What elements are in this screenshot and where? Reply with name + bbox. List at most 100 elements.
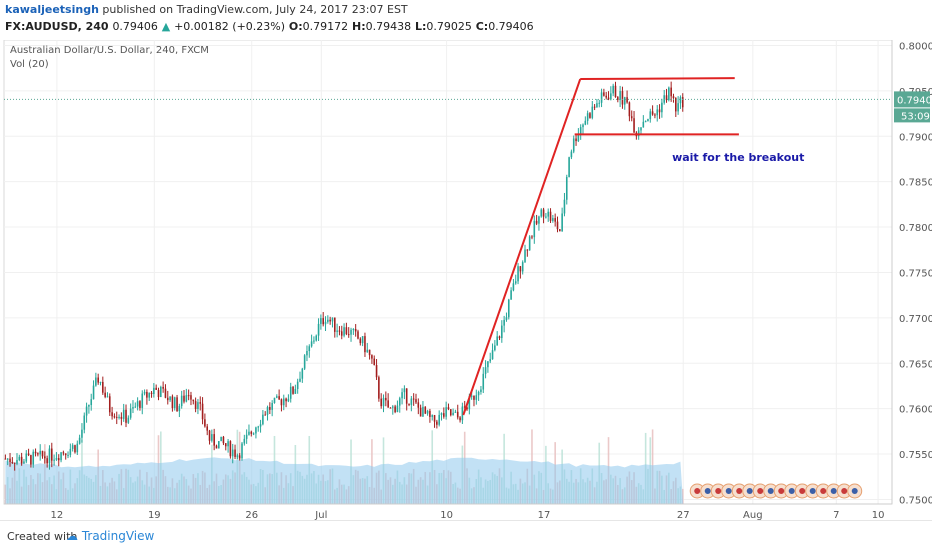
candle-body [294,388,297,394]
publish-line: kawaljeetsingh published on TradingView.… [5,3,408,16]
candle-body [204,419,206,427]
candle-body [333,317,336,332]
candle-body [313,340,315,342]
candle-body [507,299,510,318]
candle-body [647,119,649,122]
trendlines[interactable] [462,77,739,416]
candle-body [74,445,76,453]
candle-body [674,98,677,112]
candle-body [315,335,318,341]
candle-body [533,220,536,238]
candle-body [310,341,313,347]
candle-body [115,416,118,418]
price-chart[interactable]: Australian Dollar/U.S. Dollar, 240, FXCM… [0,40,932,520]
candle-body [577,133,580,142]
candle-body [644,121,647,123]
candle-body [331,317,334,322]
candle-body [391,406,394,408]
candle-body [136,401,139,407]
candle-body [243,438,246,444]
event-dot-icon [704,488,711,494]
candle-body [498,336,501,339]
time-axis[interactable]: 12 19 26 Jul 10 17 27 Aug 7 10 [4,503,892,520]
price-tick-label: 0.75000 [899,495,932,506]
time-tick-label: 19 [148,510,161,520]
symbol-label: FX:AUDUSD, 240 [5,20,109,33]
low-value: 0.79025 [426,20,472,33]
candle-body [146,391,148,398]
candle-body [361,336,364,344]
candle-body [456,411,459,418]
candle-body [266,407,269,415]
candle-body [11,461,14,463]
candle-body [661,102,663,113]
candle-body [338,330,341,332]
price-change: +0.00182 (+0.23%) [174,20,286,33]
current-price-tag: 0.79406 [897,95,932,106]
footer: Created with ☁ TradingView [0,520,932,551]
low-label: L: [414,20,427,33]
candle-body [459,417,461,421]
time-tick-label: 17 [538,510,551,520]
candle-body [245,434,248,439]
candle-body [412,398,415,400]
event-dot-icon [820,488,827,494]
candle-body [55,458,58,460]
candle-body [405,388,408,404]
candle-body [438,414,440,425]
candle-body [433,415,436,422]
candle-body [125,409,127,423]
candle-body [250,431,253,434]
event-dot-icon [767,488,774,494]
candle-body [308,346,311,352]
candle-body [269,407,271,410]
trendline [580,77,735,81]
candle-body [466,407,468,410]
time-tick-label: 7 [833,510,839,520]
event-dot-icon [809,488,816,494]
candle-body [449,409,452,416]
candle-body [322,318,324,325]
author-link[interactable]: kawaljeetsingh [5,3,99,16]
candle-body [282,398,285,406]
event-dot-icon [746,488,753,494]
candle-body [540,209,543,217]
candle-body [199,402,202,404]
candle-body [526,249,529,251]
candle-body [259,424,262,427]
candle-body [53,459,55,461]
tradingview-logo[interactable]: ☁ TradingView [66,529,155,543]
candle-body [521,262,524,272]
candle-body [454,411,457,413]
candle-body [491,350,494,360]
candle-body [605,95,608,98]
event-dot-icon [778,488,785,494]
candle-body [598,102,601,104]
event-dot-icon [799,488,806,494]
candle-body [81,429,83,438]
candle-body [572,138,575,152]
candle-body [373,358,376,366]
time-tick-label: 10 [440,510,453,520]
candle-body [264,414,267,416]
candle-body [95,377,97,386]
candle-body [25,453,28,462]
candle-body [129,408,132,418]
candle-body [317,323,320,336]
candle-body [9,458,11,462]
candle-body [173,397,176,409]
candle-body [171,396,174,409]
candle-body [211,434,213,441]
candle-body [78,437,81,444]
candle-body [76,443,79,453]
candle-body [603,92,605,96]
tradingview-brand: TradingView [81,529,155,543]
volume-bar [681,488,684,504]
volume-bar [4,484,7,504]
economic-events[interactable] [689,483,863,499]
candle-body [510,290,512,300]
candle-body [236,455,239,457]
